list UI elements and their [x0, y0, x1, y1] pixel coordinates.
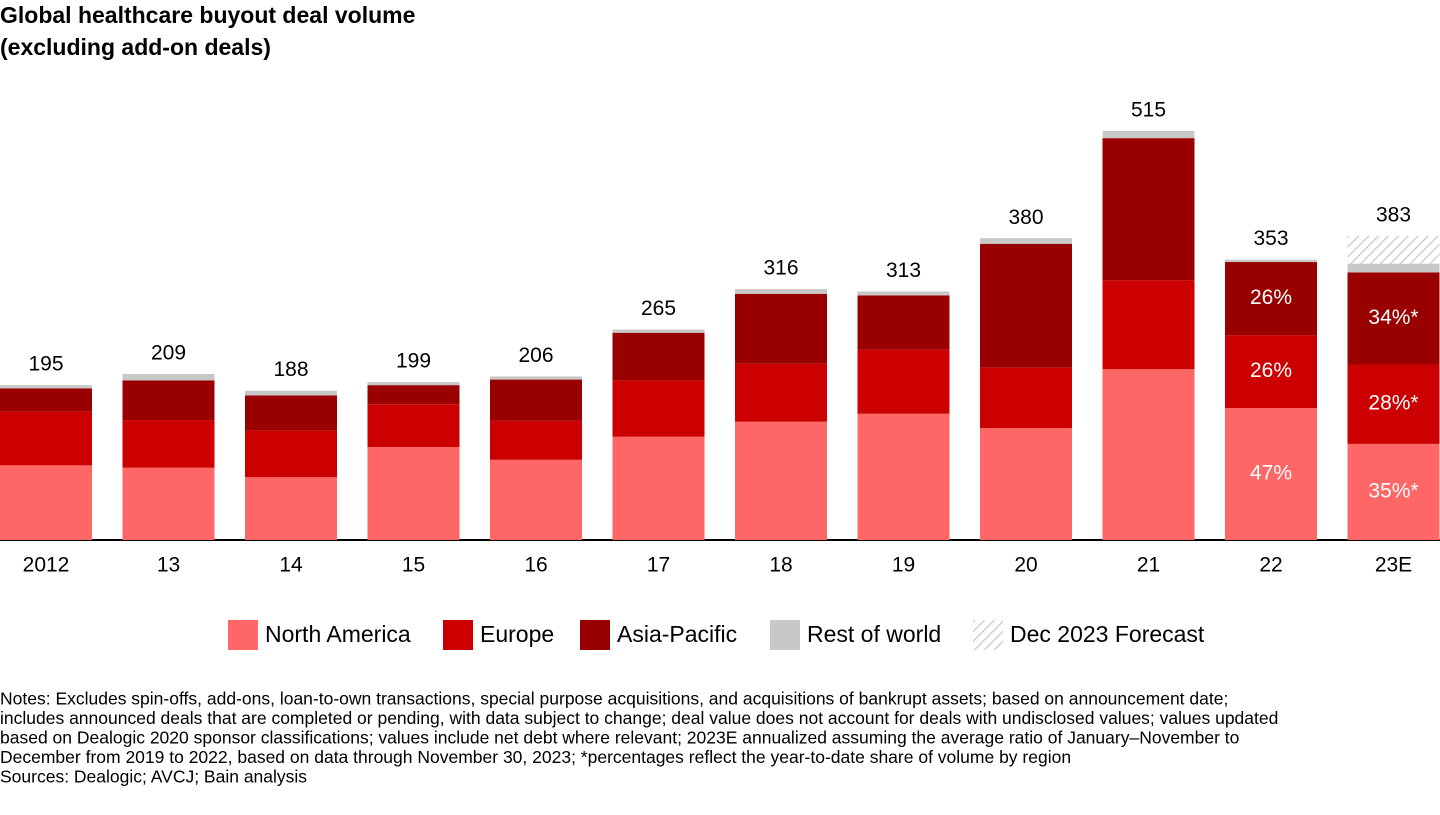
- bar-segment: [612, 380, 705, 437]
- total-label: 195: [28, 353, 63, 376]
- bar-segment: [1102, 131, 1195, 139]
- bar-segment: [490, 379, 582, 421]
- legend-label: Asia-Pacific: [617, 621, 737, 647]
- bar-segment: [1225, 262, 1317, 336]
- bar-segment: [122, 420, 215, 468]
- bar-segment: [980, 243, 1072, 368]
- note: December from 2019 to 2022, based on dat…: [0, 747, 1071, 767]
- bar-segment: [1347, 443, 1440, 540]
- total-label: 199: [396, 350, 431, 373]
- bar-segment: [245, 430, 337, 478]
- bar-segment: [1102, 369, 1195, 540]
- bar-segment: [1347, 272, 1440, 365]
- share-label: 28%*: [1368, 392, 1418, 415]
- bar-segment: [1102, 280, 1195, 370]
- bar-segment: [367, 404, 460, 448]
- bar-segment: [0, 411, 92, 466]
- bar-segment: [612, 436, 705, 540]
- sources: Sources: Dealogic; AVCJ; Bain analysis: [0, 767, 307, 787]
- chart-title: Global healthcare buyout deal volume: [0, 2, 415, 28]
- total-label: 353: [1253, 227, 1288, 250]
- bar-segment: [245, 395, 337, 431]
- chart-title: (excluding add-on deals): [0, 34, 271, 60]
- bar-segment: [1225, 259, 1317, 263]
- note: Notes: Excludes spin-offs, add-ons, loan…: [0, 689, 1228, 709]
- total-label: 383: [1376, 203, 1411, 226]
- bar-segment: [122, 374, 215, 381]
- total-label: 515: [1131, 99, 1166, 122]
- bar-segment: [980, 238, 1072, 244]
- legend-label: Dec 2023 Forecast: [1010, 621, 1205, 647]
- total-label: 316: [763, 257, 798, 280]
- share-label: 34%*: [1368, 306, 1418, 329]
- bar-segment: [245, 477, 337, 540]
- x-tick-label: 13: [157, 554, 180, 577]
- note: includes announced deals that are comple…: [0, 708, 1278, 728]
- total-label: 206: [518, 344, 553, 367]
- x-tick-label: 18: [769, 554, 792, 577]
- total-label: 188: [273, 358, 308, 381]
- bar-segment: [1102, 138, 1195, 281]
- bar-segment: [1347, 235, 1440, 264]
- bar-segment: [490, 376, 582, 380]
- bar-segment: [857, 413, 950, 540]
- bar-segment: [735, 289, 827, 294]
- bar-segment: [122, 467, 215, 540]
- total-label: 380: [1008, 206, 1043, 229]
- share-label: 26%: [1250, 286, 1292, 309]
- bar-segment: [857, 295, 950, 350]
- total-label: 265: [641, 297, 676, 320]
- share-label: 26%: [1250, 359, 1292, 382]
- bar-segment: [1347, 364, 1440, 444]
- bar-segment: [857, 349, 950, 414]
- x-tick-label: 19: [892, 554, 915, 577]
- x-tick-label: 15: [402, 554, 425, 577]
- x-tick-label: 17: [647, 554, 670, 577]
- bar-segment: [490, 459, 582, 540]
- bar-segment: [0, 388, 92, 412]
- bar-segment: [0, 465, 92, 540]
- bar-segment: [735, 293, 827, 364]
- x-tick-label: 2012: [23, 554, 70, 577]
- legend-swatch: [580, 620, 610, 650]
- note: based on Dealogic 2020 sponsor classific…: [0, 728, 1239, 748]
- legend-label: Europe: [480, 621, 554, 647]
- bar-segment: [367, 381, 460, 386]
- legend-swatch: [228, 620, 258, 650]
- legend-label: North America: [265, 621, 411, 647]
- bar-segment: [367, 447, 460, 540]
- bar-segment: [735, 363, 827, 422]
- x-tick-label: 16: [524, 554, 547, 577]
- legend-swatch: [973, 620, 1003, 650]
- total-label: 313: [886, 259, 921, 282]
- x-tick-label: 22: [1259, 554, 1282, 577]
- bar-segment: [1347, 263, 1440, 273]
- bar-segment: [122, 380, 215, 421]
- bar-segment: [980, 428, 1072, 540]
- bar-segment: [612, 332, 705, 381]
- legend-swatch: [443, 620, 473, 650]
- bar-segment: [367, 385, 460, 405]
- legend-swatch: [770, 620, 800, 650]
- legend-label: Rest of world: [807, 621, 941, 647]
- bar-segment: [245, 390, 337, 396]
- share-label: 35%*: [1368, 479, 1418, 502]
- x-tick-label: 21: [1137, 554, 1160, 577]
- total-label: 209: [151, 342, 186, 365]
- bar-segment: [1225, 335, 1317, 409]
- x-tick-label: 20: [1014, 554, 1037, 577]
- bar-segment: [490, 420, 582, 460]
- bar-segment: [0, 385, 92, 389]
- bar-segment: [1225, 408, 1317, 540]
- bar-segment: [980, 367, 1072, 429]
- bar-segment: [735, 421, 827, 540]
- bar-segment: [857, 291, 950, 296]
- x-tick-label: 14: [279, 554, 303, 577]
- share-label: 47%: [1250, 462, 1292, 485]
- bar-segment: [612, 329, 705, 333]
- x-tick-label: 23E: [1375, 554, 1412, 577]
